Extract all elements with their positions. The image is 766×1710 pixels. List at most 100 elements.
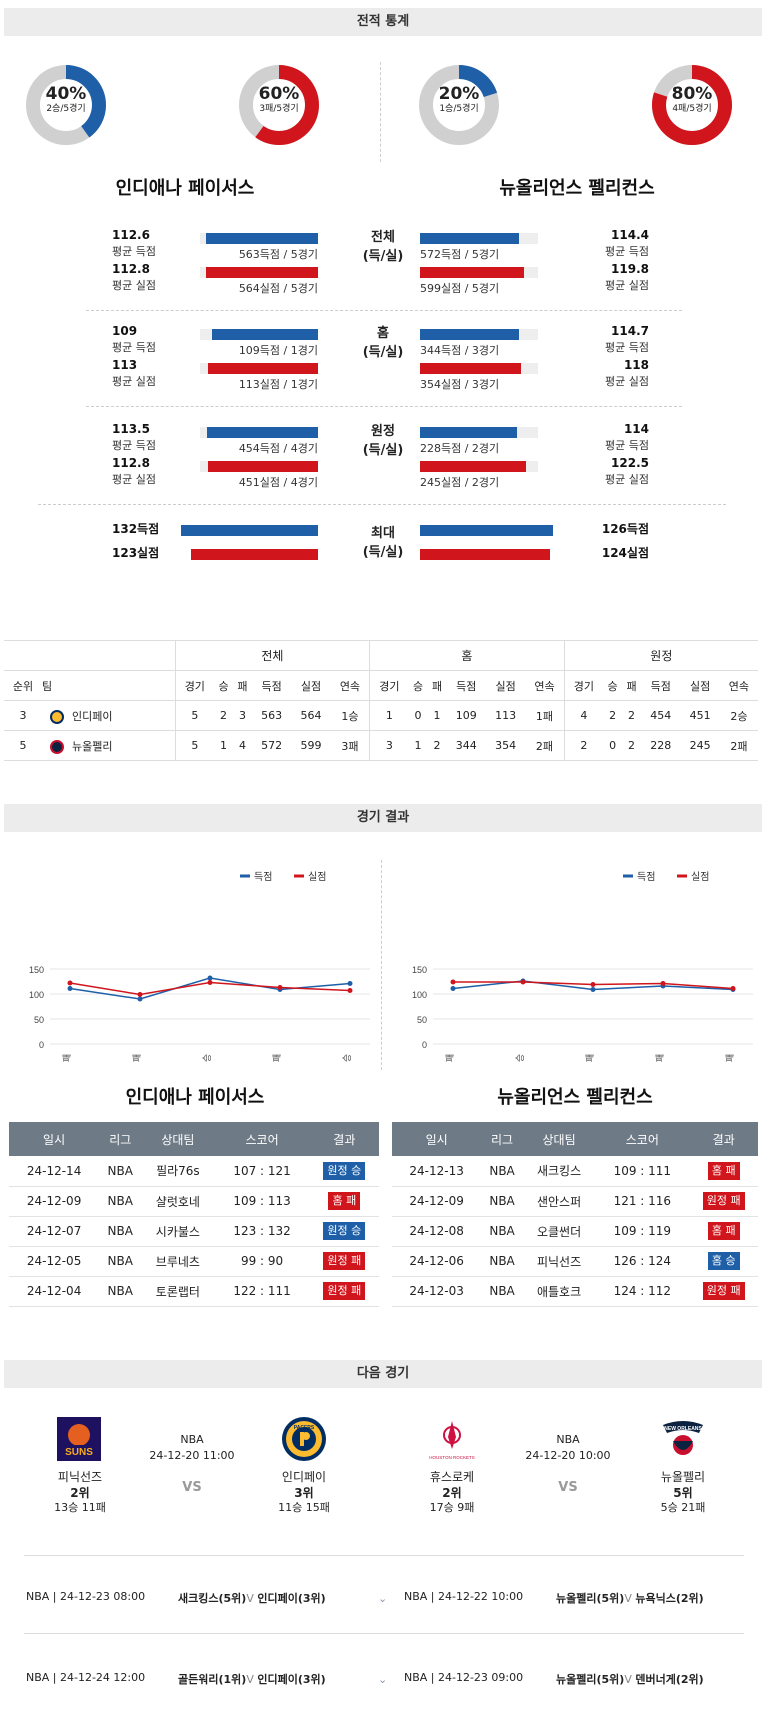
result-date: 24-12-08: [392, 1216, 482, 1247]
compare-label: 평균 실점: [112, 279, 156, 292]
upcoming-1-left-teams[interactable]: 새크킹스(5위)V 인디페이(3위): [178, 1592, 326, 1605]
upcoming-2-left-info[interactable]: NBA | 24-12-24 12:00: [26, 1671, 146, 1684]
standings-cell: 1승: [330, 700, 371, 731]
compare-subtotal: 113실점 / 1경기: [238, 378, 318, 391]
score-bar: [420, 525, 553, 536]
status-badge: 원정 패: [702, 1192, 745, 1210]
standings-row: 5 뉴올펠리 5 1 4 572 599 3패 3 1 2 344 354 2패 2 0 2 228 245 2패: [4, 730, 758, 761]
result-opp: 새크킹스: [522, 1156, 596, 1187]
data-point: [347, 988, 353, 993]
result-opp: 시카불스: [141, 1216, 215, 1247]
compare-value: 113: [112, 358, 138, 372]
data-point: [67, 980, 73, 986]
table-row[interactable]: 24-12-05 NBA 브루네츠 99 : 90 원정 패: [9, 1246, 379, 1277]
result-opp: 필라76s: [141, 1156, 215, 1187]
results-team1-name: 인디애나 페이서스: [125, 1087, 265, 1108]
standings-col-header: 승: [408, 670, 428, 701]
standings-cell: 4: [233, 730, 252, 761]
table-row[interactable]: 24-12-03 NBA 애틀호크 124 : 112 원정 패: [392, 1276, 758, 1307]
result-date: 24-12-04: [9, 1276, 100, 1307]
result-cell: 원정 패: [309, 1246, 379, 1277]
standings-cell: 2: [622, 700, 642, 731]
upcoming-2-right-info[interactable]: NBA | 24-12-23 09:00: [404, 1671, 524, 1684]
standings-col-header: 승: [214, 670, 233, 701]
data-point: [520, 979, 526, 985]
standings-cell: 3: [4, 700, 42, 731]
standings-col-header: 패: [427, 670, 447, 701]
g1-home-rank: 3위: [294, 1486, 314, 1500]
table-row[interactable]: 24-12-14 NBA 필라76s 107 : 121 원정 승: [9, 1156, 379, 1187]
result-opp: 브루네츠: [141, 1246, 215, 1277]
upcoming-1-right-teams[interactable]: 뉴올펠리(5위)V 뉴욕닉스(2위): [556, 1592, 704, 1605]
compare-label: 평균 득점: [605, 245, 649, 258]
data-point: [137, 992, 143, 997]
compare-subtotal: 228득점 / 2경기: [420, 442, 500, 455]
standings-cell: 2: [214, 700, 233, 731]
data-point: [730, 986, 736, 991]
standings-cell: 2: [427, 730, 447, 761]
table-row[interactable]: 24-12-04 NBA 토론랩터 122 : 111 원정 패: [9, 1276, 379, 1307]
allowed-bar: [420, 549, 550, 560]
results-col-header: 결과: [309, 1122, 379, 1156]
table-row[interactable]: 24-12-08 NBA 오클썬더 109 : 119 홈 패: [392, 1216, 758, 1247]
upcoming-2-right-teams[interactable]: 뉴올펠리(5위)V 덴버너게(2위): [556, 1673, 704, 1686]
result-date: 24-12-03: [392, 1276, 482, 1307]
result-lg: NBA: [99, 1216, 142, 1247]
compare-group-label: 최대 (득/실): [362, 526, 404, 560]
data-point: [207, 980, 213, 985]
upcoming-1-right-info[interactable]: NBA | 24-12-22 10:00: [404, 1590, 524, 1603]
result-lg: NBA: [99, 1276, 142, 1307]
divider: [86, 406, 682, 407]
result-date: 24-12-09: [392, 1186, 482, 1217]
table-row[interactable]: 24-12-06 NBA 피닉선즈 126 : 124 홈 승: [392, 1246, 758, 1277]
table-row[interactable]: 24-12-13 NBA 새크킹스 109 : 111 홈 패: [392, 1156, 758, 1187]
status-badge: 원정 패: [323, 1252, 366, 1270]
result-opp: 샌안스퍼: [522, 1186, 596, 1217]
data-point: [277, 985, 283, 990]
compare-value: 122.5: [611, 456, 649, 470]
pacers-icon: [49, 709, 64, 724]
result-cell: 홈 패: [689, 1216, 758, 1247]
table-row[interactable]: 24-12-09 NBA 샌안스퍼 121 : 116 원정 패: [392, 1186, 758, 1217]
standings-team-cell: 인디페이: [41, 700, 176, 731]
compare-subtotal: 572득점 / 5경기: [420, 248, 500, 261]
g1-away-rank: 2위: [70, 1486, 90, 1500]
results-header-row: 일시 리그 상대팀 스코어 결과: [9, 1122, 379, 1156]
donut-label-t1-win: 40% 2승/5경기: [45, 84, 87, 114]
table-row[interactable]: 24-12-09 NBA 샬럿호네 109 : 113 홈 패: [9, 1186, 379, 1217]
standings-cell: 228: [641, 730, 681, 761]
standings-cell: 2: [564, 730, 604, 761]
score-bar: [206, 233, 318, 244]
legend-label: 득점: [254, 871, 272, 883]
svg-text:NEW ORLEANS: NEW ORLEANS: [664, 1426, 702, 1432]
results-col-header: 상대팀: [141, 1122, 215, 1156]
results-table-team1: 일시 리그 상대팀 스코어 결과 24-12-14 NBA 필라76s 107 : 121 원정 …: [9, 1122, 379, 1307]
g1-home-record: 11승 15패: [278, 1501, 330, 1514]
standings-col-header: 승: [603, 670, 623, 701]
compare-value: 112.6: [112, 228, 150, 242]
divider: [24, 1555, 744, 1556]
standings-col-header: 득점: [251, 670, 292, 701]
donut-charts: [26, 65, 732, 145]
table-row[interactable]: 24-12-07 NBA 시카불스 123 : 132 원정 승: [9, 1216, 379, 1247]
data-point: [450, 979, 456, 985]
status-badge: 원정 패: [702, 1282, 745, 1300]
divider: [86, 310, 682, 311]
standings-cell: 5: [175, 700, 215, 731]
result-date: 24-12-05: [9, 1246, 100, 1277]
y-tick-label: 100: [412, 990, 427, 1000]
results-header-row: 일시 리그 상대팀 스코어 결과: [392, 1122, 758, 1156]
status-badge: 원정 승: [323, 1161, 366, 1180]
standings-group-home: 홈: [369, 640, 565, 671]
upcoming-2-left-teams[interactable]: 골든워리(1위)V 인디페이(3위): [178, 1673, 326, 1686]
donut-t2-win: [419, 65, 499, 145]
upcoming-1-left-info[interactable]: NBA | 24-12-23 08:00: [26, 1590, 146, 1603]
status-badge: 홈 패: [707, 1161, 740, 1180]
standings-cell: 3: [369, 730, 409, 761]
compare-subtotal: 109득점 / 1경기: [238, 344, 318, 357]
g2-away-rank: 2위: [442, 1486, 462, 1500]
standings-cell: 245: [680, 730, 720, 761]
standings-cell: 354: [485, 730, 526, 761]
standings-cell: 3: [233, 700, 252, 731]
data-point: [67, 986, 73, 991]
